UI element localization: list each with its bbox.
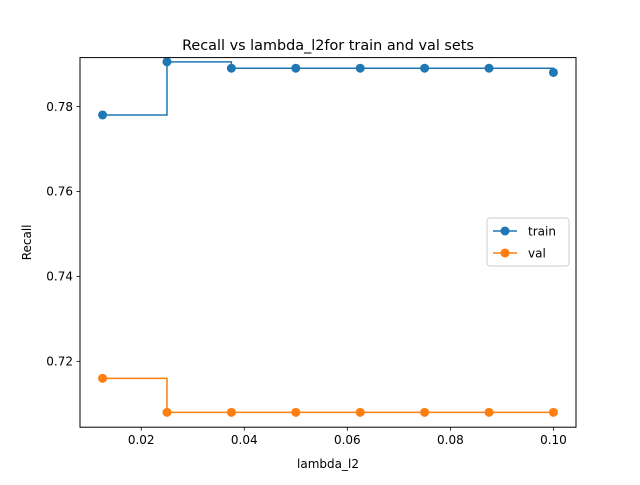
data-point-val	[548, 407, 558, 417]
x-tick-label: 0.10	[540, 433, 567, 447]
y-tick-label: 0.74	[46, 270, 73, 284]
data-point-val	[226, 407, 236, 417]
y-tick-label: 0.76	[46, 185, 73, 199]
data-point-train	[420, 63, 430, 73]
data-point-train	[355, 63, 365, 73]
x-tick-label: 0.04	[231, 433, 258, 447]
legend-label-val: val	[528, 246, 546, 260]
data-point-train	[162, 57, 172, 67]
x-tick-label: 0.08	[437, 433, 464, 447]
legend: train val	[486, 217, 570, 267]
data-point-val	[484, 407, 494, 417]
data-point-val	[355, 407, 365, 417]
y-tick-label: 0.78	[46, 100, 73, 114]
data-point-train	[98, 110, 108, 120]
data-point-train	[226, 63, 236, 73]
y-tick-label: 0.72	[46, 355, 73, 369]
chart-title: Recall vs lambda_l2for train and val set…	[182, 38, 474, 54]
y-axis-label: Recall	[20, 224, 34, 260]
legend-marker-train	[500, 226, 510, 236]
data-point-val	[98, 373, 108, 383]
x-tick-label: 0.06	[334, 433, 361, 447]
legend-marker-val	[500, 248, 510, 258]
data-point-val	[162, 407, 172, 417]
data-point-train	[291, 63, 301, 73]
plot-frame	[79, 57, 577, 428]
legend-label-train: train	[528, 224, 556, 238]
data-point-val	[420, 407, 430, 417]
data-point-val	[291, 407, 301, 417]
data-point-train	[548, 67, 558, 77]
x-axis-label: lambda_l2	[297, 457, 359, 471]
data-point-train	[484, 63, 494, 73]
x-tick-label: 0.02	[128, 433, 155, 447]
